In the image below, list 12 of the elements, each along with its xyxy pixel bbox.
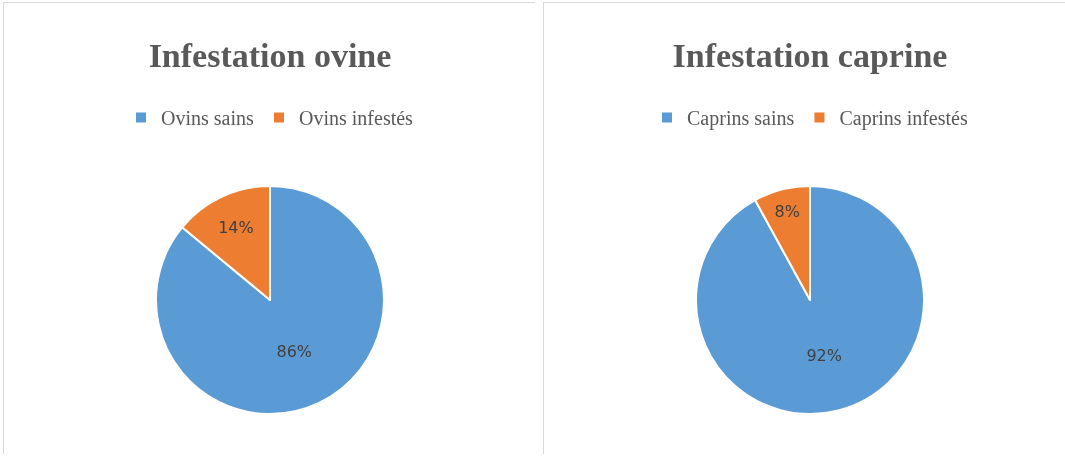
pie-slice bbox=[155, 185, 385, 415]
legend-label: Ovins sains bbox=[161, 107, 254, 130]
chart-title: Infestation caprine bbox=[672, 36, 948, 74]
data-label: 8% bbox=[774, 202, 800, 222]
data-label: 86% bbox=[276, 342, 313, 362]
legend-label: Caprins sains bbox=[687, 107, 795, 131]
legend-label: Ovins infestés bbox=[299, 107, 414, 130]
pie-slice bbox=[695, 185, 925, 415]
data-label: 14% bbox=[218, 218, 254, 238]
chart-title: Infestation ovine bbox=[148, 36, 392, 74]
legend-label: Caprins infestés bbox=[839, 107, 968, 131]
data-label: 92% bbox=[806, 345, 842, 365]
